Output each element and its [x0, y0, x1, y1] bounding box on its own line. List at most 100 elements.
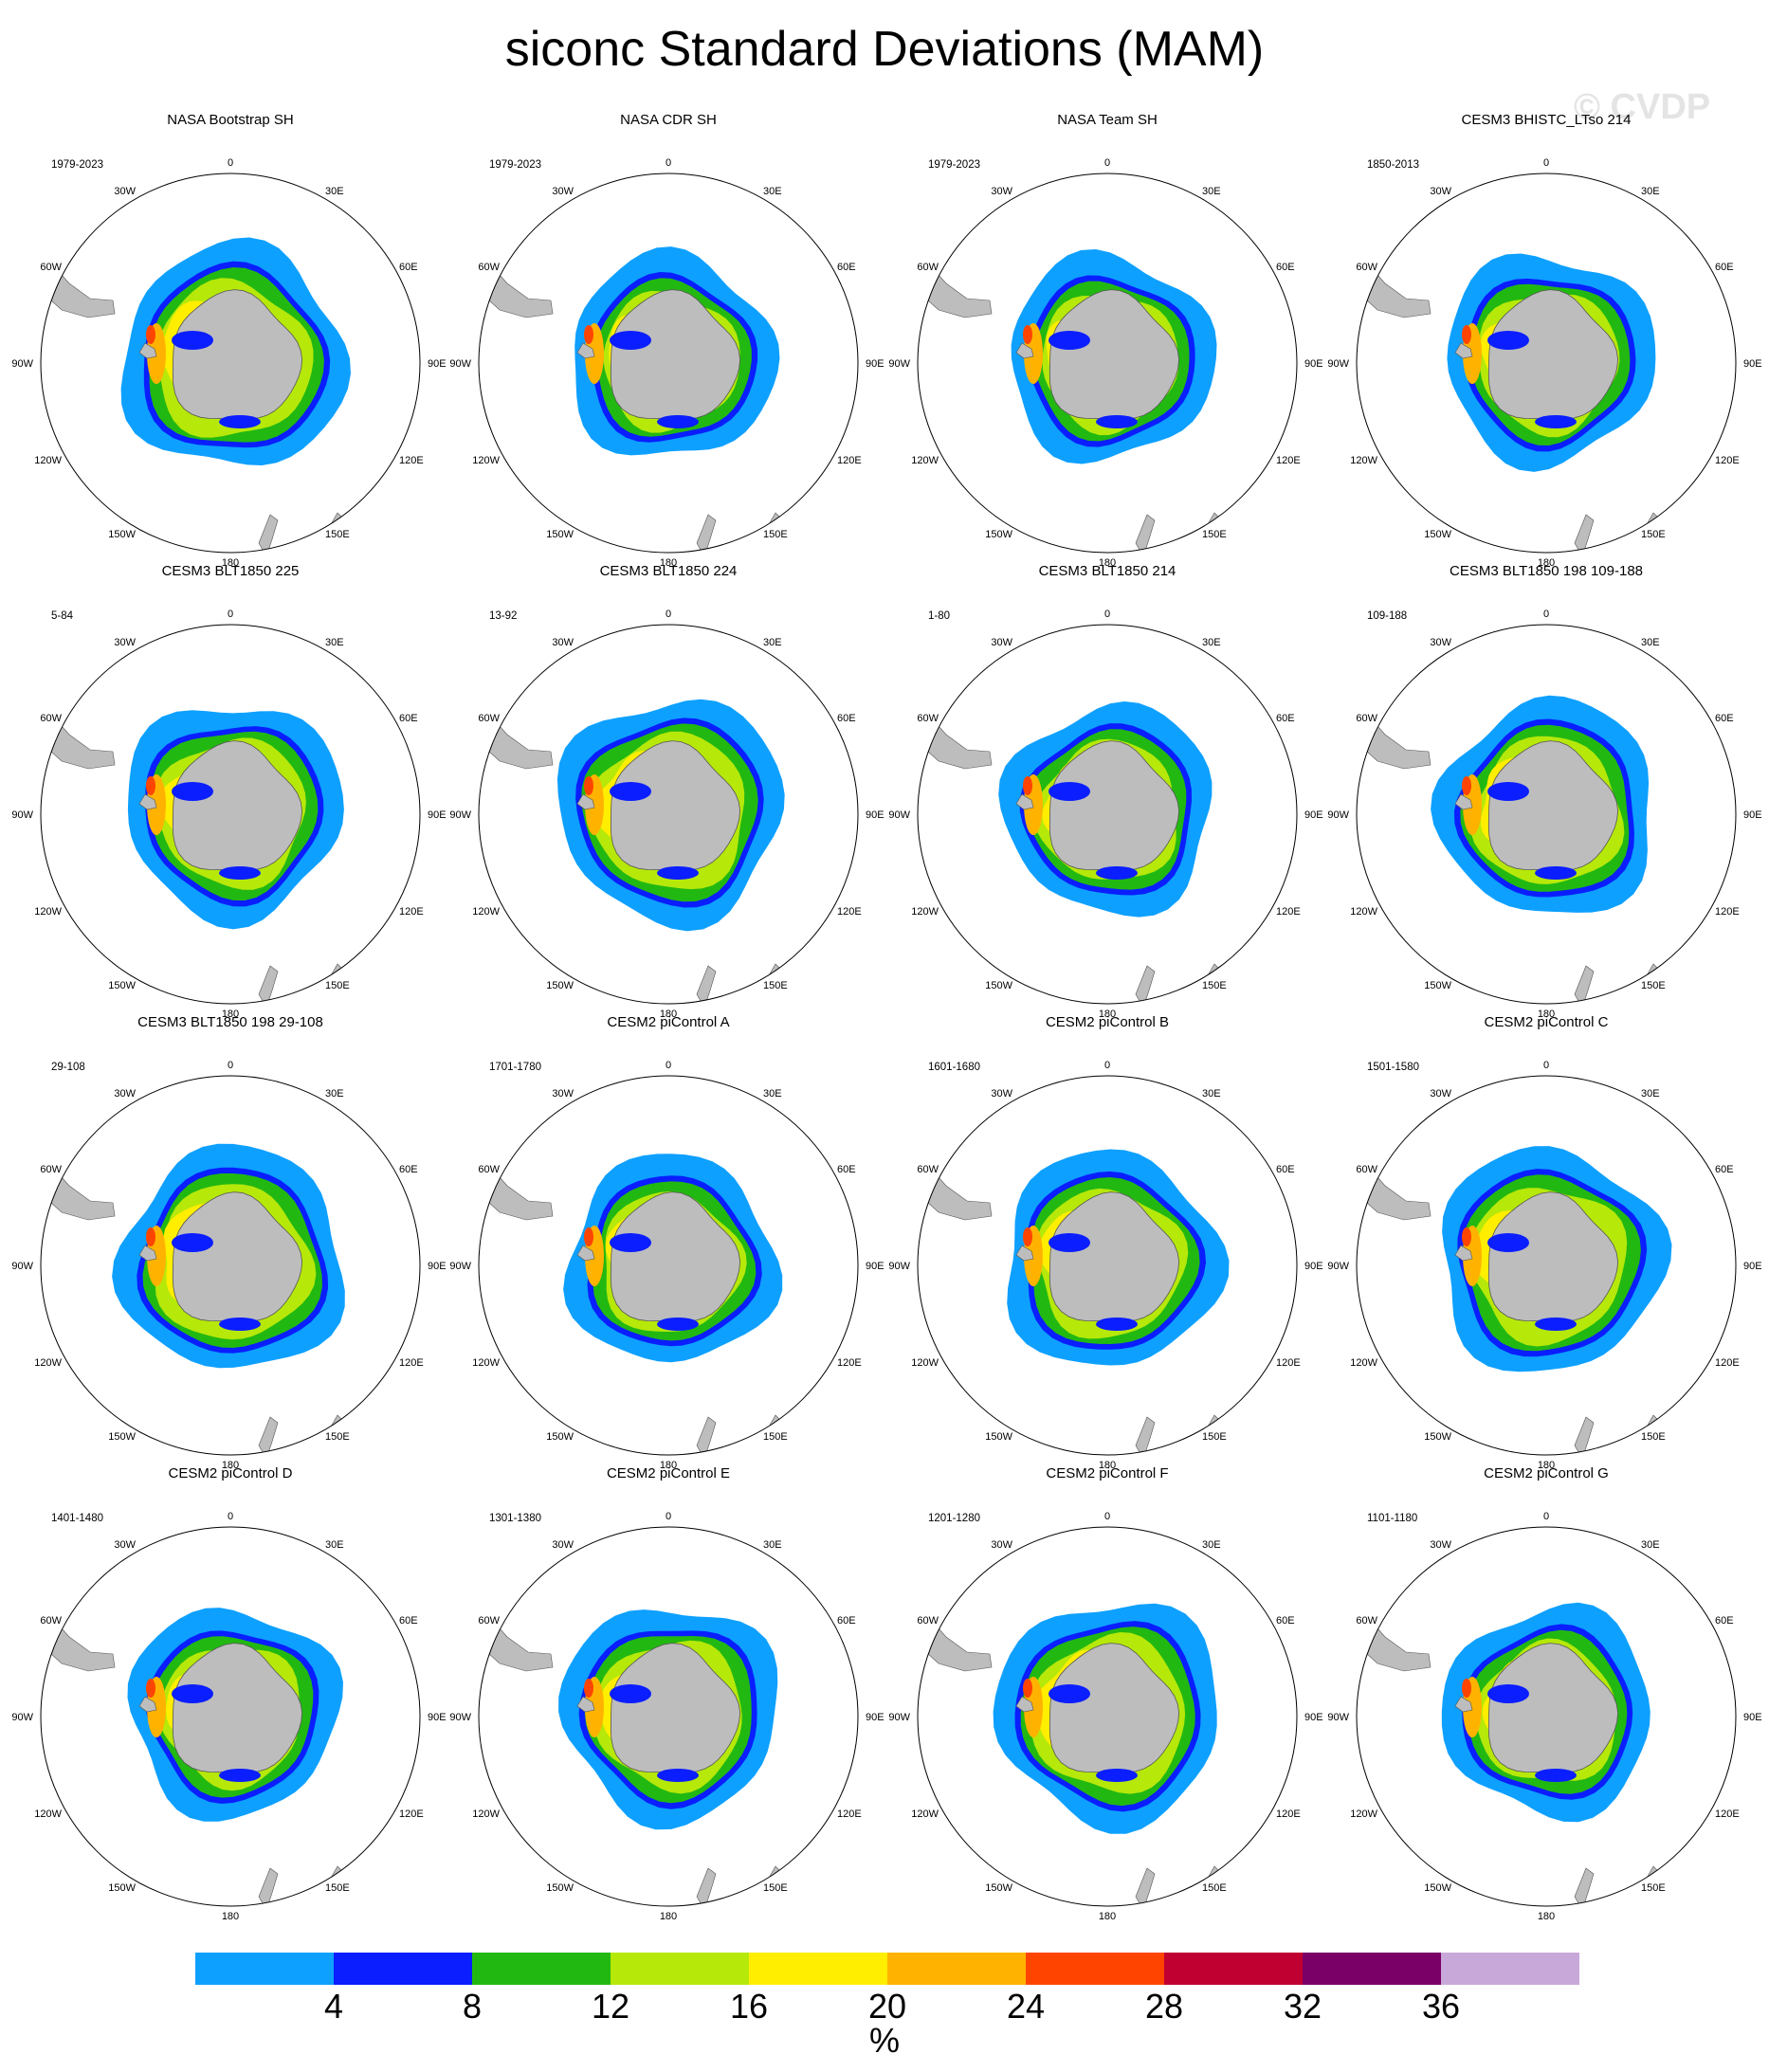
- panel-title: NASA Team SH: [1057, 112, 1158, 128]
- longitude-label: 0: [1104, 609, 1110, 620]
- tasmania: [767, 1865, 782, 1884]
- longitude-label: 90W: [11, 358, 33, 370]
- antarctica-landmass: [610, 1643, 741, 1773]
- map-boundary: [1356, 1526, 1737, 1907]
- longitude-label: 90E: [428, 1261, 447, 1272]
- south-america-tip: [1357, 1168, 1432, 1221]
- tasmania: [329, 1865, 344, 1884]
- longitude-label: 90W: [888, 809, 910, 821]
- ross-sea-patch: [219, 1769, 261, 1782]
- polar-map: 0 180 90W 90E 30W 30E 60W 60E 120W 120E 150W 150E: [11, 1060, 447, 1471]
- longitude-label: 60E: [1715, 1164, 1734, 1175]
- longitude-label: 0: [666, 1060, 671, 1071]
- south-america-tip: [479, 1168, 554, 1221]
- longitude-label: 0: [228, 157, 233, 169]
- panel-title: CESM3 BLT1850 214: [1038, 563, 1176, 579]
- longitude-label: 120E: [837, 455, 862, 466]
- longitude-label: 120W: [1350, 1357, 1377, 1369]
- map-boundary: [478, 1075, 859, 1456]
- longitude-label: 60E: [1276, 1615, 1295, 1627]
- tasmania: [767, 1414, 782, 1433]
- longitude-label: 30W: [552, 1539, 574, 1551]
- longitude-label: 150E: [763, 1431, 788, 1443]
- longitude-label: 120W: [34, 1808, 62, 1820]
- south-america-tip: [918, 265, 993, 318]
- longitude-label: 60W: [40, 713, 62, 724]
- longitude-label: 180: [1099, 1460, 1116, 1471]
- longitude-label: 120W: [472, 1808, 500, 1820]
- new-zealand: [1135, 1867, 1156, 1906]
- colorbar-segment: [1164, 1953, 1303, 1985]
- panel-period: 1850-2013: [1367, 159, 1419, 171]
- longitude-label: 90W: [1327, 358, 1349, 370]
- panel-title: CESM2 piControl F: [1046, 1465, 1169, 1481]
- longitude-label: 30W: [114, 637, 136, 648]
- colorbar: [195, 1953, 1579, 1985]
- ross-sea-patch: [657, 866, 699, 880]
- longitude-label: 30E: [1641, 186, 1660, 197]
- ice-region-band-7: [584, 776, 593, 795]
- antarctic-peninsula: [576, 1696, 595, 1713]
- longitude-label: 0: [666, 1511, 671, 1522]
- tasmania: [1645, 1865, 1660, 1884]
- tasmania: [767, 963, 782, 982]
- longitude-label: 60W: [1356, 1615, 1377, 1627]
- tasmania: [1645, 1414, 1660, 1433]
- panel-title: NASA Bootstrap SH: [167, 112, 294, 128]
- longitude-label: 150E: [1202, 1431, 1227, 1443]
- longitude-label: 30W: [114, 1088, 136, 1100]
- longitude-label: 120W: [34, 455, 62, 466]
- map-boundary: [917, 1075, 1298, 1456]
- longitude-label: 120W: [1350, 1808, 1377, 1820]
- weddell-sea-patch: [1487, 782, 1529, 801]
- longitude-label: 30E: [763, 1539, 782, 1551]
- colorbar-segment: [195, 1953, 334, 1985]
- tasmania: [329, 963, 344, 982]
- map-boundary: [917, 173, 1298, 554]
- longitude-label: 150W: [108, 980, 136, 991]
- colorbar-segment: [1026, 1953, 1164, 1985]
- longitude-label: 90E: [866, 1712, 884, 1723]
- map-boundary: [40, 1526, 421, 1907]
- map-panel: CESM2 piControl B 1601-1680 0 180 90W 90E 30W 3…: [886, 1014, 1328, 1471]
- panel-period: 5-84: [51, 610, 74, 622]
- longitude-label: 60W: [40, 1164, 62, 1175]
- antarctica-landmass: [1049, 1191, 1180, 1322]
- panel-period: 1201-1280: [928, 1513, 980, 1524]
- new-zealand: [258, 514, 279, 553]
- longitude-label: 150W: [108, 529, 136, 540]
- colorbar-ticks: 4 8 12 16 20 24 28 32 36: [195, 1987, 1579, 2028]
- new-zealand: [258, 965, 279, 1004]
- colorbar-segment: [749, 1953, 887, 1985]
- antarctica-landmass: [1049, 740, 1180, 871]
- panel-period: 1979-2023: [489, 159, 541, 171]
- tasmania: [1645, 963, 1660, 982]
- colorbar-segment: [1303, 1953, 1441, 1985]
- longitude-label: 30W: [114, 1539, 136, 1551]
- longitude-label: 150E: [1641, 529, 1666, 540]
- longitude-label: 150W: [108, 1882, 136, 1894]
- longitude-label: 0: [228, 1511, 233, 1522]
- longitude-label: 30W: [114, 186, 136, 197]
- sea-ice-field: [918, 1603, 1221, 1906]
- weddell-sea-patch: [610, 782, 651, 801]
- antarctic-peninsula: [138, 793, 157, 810]
- south-america-tip: [479, 717, 554, 770]
- tasmania: [767, 512, 782, 531]
- map-panel: CESM3 BLT1850 198 29-108 29-108 0 180 90W 90E…: [9, 1014, 451, 1471]
- polar-map: 0 180 90W 90E 30W 30E 60W 60E 120W 120E 150W 150E: [449, 1060, 884, 1471]
- antarctica-landmass: [610, 289, 741, 420]
- longitude-label: 90E: [1304, 1261, 1323, 1272]
- panel-period: 1501-1580: [1367, 1062, 1419, 1073]
- longitude-label: 90E: [1743, 358, 1762, 370]
- antarctica-landmass: [1487, 289, 1619, 420]
- map-boundary: [917, 1526, 1298, 1907]
- ice-region-band-7: [1462, 1227, 1471, 1246]
- longitude-label: 30W: [552, 1088, 574, 1100]
- map-panel: CESM3 BLT1850 224 13-92 0 180 90W 90E 30W 30E 60…: [447, 563, 889, 1020]
- longitude-label: 120E: [1715, 1357, 1740, 1369]
- polar-map: 0 180 90W 90E 30W 30E 60W 60E 120W 120E 150W 150E: [11, 157, 446, 569]
- sea-ice-field: [41, 237, 351, 553]
- longitude-label: 150W: [108, 1431, 136, 1443]
- longitude-label: 0: [666, 609, 671, 620]
